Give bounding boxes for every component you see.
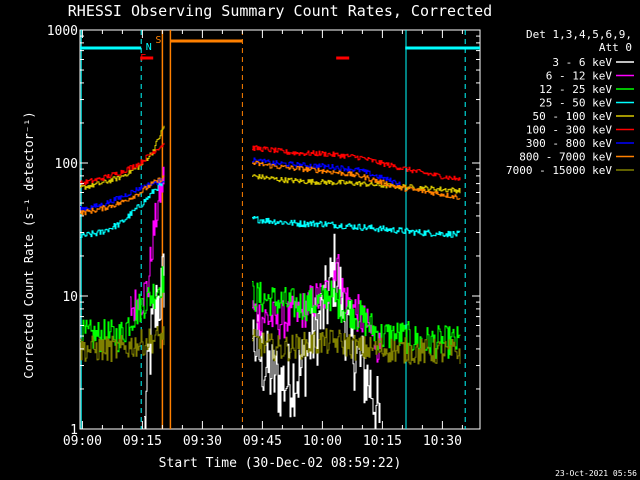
series-800-7000-kev-pre	[80, 175, 165, 216]
series-300-800-kev-post	[252, 157, 401, 186]
y-tick-label: 10	[62, 290, 78, 305]
x-tick-label: 09:15	[123, 434, 162, 449]
series-100-300-kev-post	[252, 145, 461, 181]
legend-label: 7000 - 15000 keV	[506, 164, 612, 177]
y-tick-label: 100	[55, 157, 78, 172]
legend-header-line: Det 1,3,4,5,6,9,	[526, 28, 632, 41]
series-25-50-kev-post	[252, 216, 461, 238]
flag-label-s: S	[155, 35, 161, 46]
legend-label: 100 - 300 keV	[526, 124, 612, 137]
series-7000-15000-kev-pre	[80, 326, 165, 362]
y-axis-label: Corrected Count Rate (s⁻¹ detector⁻¹)	[22, 111, 36, 378]
timestamp: 23-Oct-2021 05:56	[555, 469, 637, 478]
series-6-12-kev-post	[252, 254, 381, 363]
x-tick-label: 09:30	[183, 434, 222, 449]
x-tick-label: 10:00	[303, 434, 342, 449]
legend-label: 3 - 6 keV	[552, 56, 612, 69]
legend-label: 12 - 25 keV	[539, 83, 612, 96]
x-axis-label: Start Time (30-Dec-02 08:59:22)	[159, 456, 402, 471]
series-7000-15000-kev-post	[252, 328, 461, 365]
legend-label: 25 - 50 keV	[539, 97, 612, 110]
chart-title: RHESSI Observing Summary Count Rates, Co…	[68, 2, 492, 20]
flag-label-f: F	[140, 53, 146, 64]
plot-area: FNS	[79, 29, 481, 430]
x-tick-label: 10:30	[423, 434, 462, 449]
legend-label: 50 - 100 keV	[533, 110, 613, 123]
x-tick-label: 10:15	[363, 434, 402, 449]
series-25-50-kev-pre	[80, 181, 165, 239]
series-12-25-kev-post	[252, 280, 461, 359]
x-tick-label: 09:00	[63, 434, 102, 449]
series-50-100-kev-post	[252, 174, 461, 194]
series-3-6-kev-post	[252, 233, 381, 430]
legend-label: 300 - 800 keV	[526, 137, 612, 150]
legend-label: 800 - 7000 keV	[519, 151, 612, 164]
y-tick-label: 1	[70, 423, 78, 438]
flag-label-n: N	[146, 42, 152, 53]
legend-header-line: Att 0	[599, 41, 632, 54]
y-tick-label: 1000	[47, 24, 78, 39]
x-tick-label: 09:45	[243, 434, 282, 449]
x-axis: 09:00 09:15 09:30 09:45 10:00 10:15 10:30	[63, 30, 463, 449]
series-50-100-kev-pre	[80, 125, 165, 190]
series-100-300-kev-pre	[80, 142, 165, 186]
y-axis: 1 10 100 1000	[47, 24, 480, 438]
plot-frame	[79, 29, 481, 430]
legend-label: 6 - 12 keV	[546, 70, 613, 83]
series-800-7000-kev-post	[252, 160, 461, 200]
series-12-25-kev-pre	[80, 266, 165, 353]
